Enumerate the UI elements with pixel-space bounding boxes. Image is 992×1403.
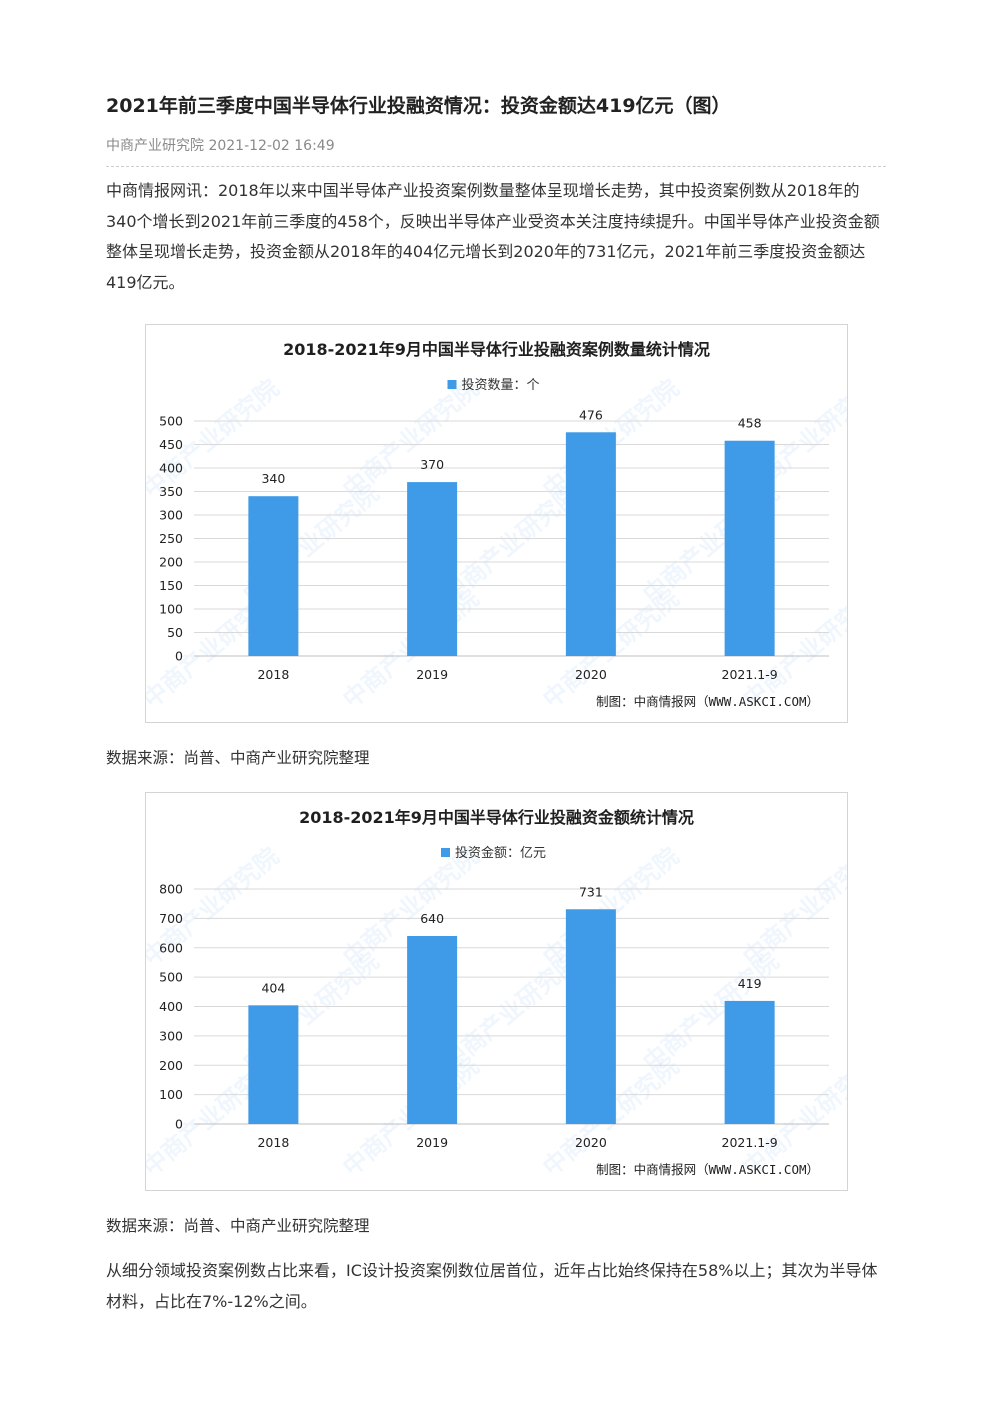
y-tick-label: 200 [159,1058,183,1073]
bar-2019 [407,482,458,656]
article-paragraph-2: 从细分领域投资案例数占比来看，IC设计投资案例数位居首位，近年占比始终保持在58… [106,1261,878,1311]
y-tick-label: 350 [159,484,183,499]
y-tick-label: 150 [159,578,183,593]
title-divider [106,166,886,167]
data-source-1: 数据来源：尚普、中商产业研究院整理 [106,749,370,767]
chart-credit: 制图：中商情报网（WWW.ASKCI.COM） [596,694,819,709]
data-label-2021.1-9: 458 [738,416,762,431]
legend-swatch [441,848,450,857]
y-tick-label: 700 [159,911,183,926]
x-tick-label-2018: 2018 [257,667,289,682]
y-tick-label: 400 [159,461,183,476]
x-tick-label-2020: 2020 [575,1135,607,1150]
article-paragraph-1: 中商情报网讯：2018年以来中国半导体产业投资案例数量整体呈现增长走势，其中投资… [106,181,880,292]
x-tick-label-2019: 2019 [416,1135,448,1150]
bar-2018 [248,1005,299,1124]
investment-amount-chart: 中商产业研究院 中商产业研究院 中商产业研究院 中商产业研究院 中商产业研究院 中商产业研… [145,792,848,1191]
y-tick-label: 500 [159,414,183,429]
investment-count-chart: 中商产业研究院 中商产业研究院 中商产业研究院 中商产业研究院 中商产业研究院 中商产业研… [145,324,848,723]
y-tick-label: 0 [175,1117,183,1132]
legend-swatch [447,380,457,389]
y-tick-label: 300 [159,1028,183,1043]
chart-legend: 投资数量：个 [447,377,540,393]
y-tick-label: 400 [159,999,183,1014]
data-label-2018: 340 [261,471,285,486]
article-title: 2021年前三季度中国半导体行业投融资情况：投资金额达419亿元（图） [106,95,731,117]
x-tick-label-2019: 2019 [416,667,448,682]
x-tick-label-2021.1-9: 2021.1-9 [722,1135,778,1150]
chart-title: 2018-2021年9月中国半导体行业投融资金额统计情况 [299,808,694,827]
grid-lines [194,420,829,657]
article-datetime: 2021-12-02 16:49 [208,138,335,154]
y-tick-label: 0 [175,649,183,664]
data-label-2021.1-9: 419 [738,976,762,991]
chart-credit: 制图：中商情报网（WWW.ASKCI.COM） [596,1162,819,1177]
y-tick-label: 100 [159,602,183,617]
data-label-2020: 476 [579,407,603,422]
bar-2021.1-9 [724,1000,775,1124]
legend-label: 投资金额：亿元 [455,845,546,861]
data-label-2019: 370 [420,457,444,472]
watermark-text: 中商产业研究院 [738,842,847,971]
y-tick-label: 300 [159,508,183,523]
y-tick-label: 600 [159,940,183,955]
grid-lines [194,888,829,1125]
y-tick-label: 500 [159,970,183,985]
data-label-2020: 731 [579,884,603,899]
y-tick-label: 50 [167,625,183,640]
data-label-2018: 404 [261,980,285,995]
bar-2020 [565,909,616,1124]
y-tick-label: 800 [159,882,183,897]
y-tick-label: 100 [159,1087,183,1102]
bar-2019 [407,936,458,1124]
y-tick-label: 450 [159,437,183,452]
data-label-2019: 640 [420,911,444,926]
article-meta: 中商产业研究院 2021-12-02 16:49 [106,135,335,155]
bar-2020 [565,432,616,656]
chart-title: 2018-2021年9月中国半导体行业投融资案例数量统计情况 [283,340,710,359]
x-tick-label-2021.1-9: 2021.1-9 [722,667,778,682]
watermark-text: 中商产业研究院 [438,947,585,1076]
y-tick-label: 200 [159,555,183,570]
data-source-2: 数据来源：尚普、中商产业研究院整理 [106,1217,370,1235]
article-source[interactable]: 中商产业研究院 [106,138,204,154]
chart-legend: 投资金额：亿元 [441,845,546,861]
watermark-text: 中商产业研究院 [438,479,585,608]
legend-label: 投资数量：个 [462,377,540,393]
x-tick-label-2018: 2018 [257,1135,289,1150]
x-tick-label-2020: 2020 [575,667,607,682]
bar-2018 [248,496,299,656]
y-tick-label: 250 [159,531,183,546]
bar-2021.1-9 [724,440,775,656]
